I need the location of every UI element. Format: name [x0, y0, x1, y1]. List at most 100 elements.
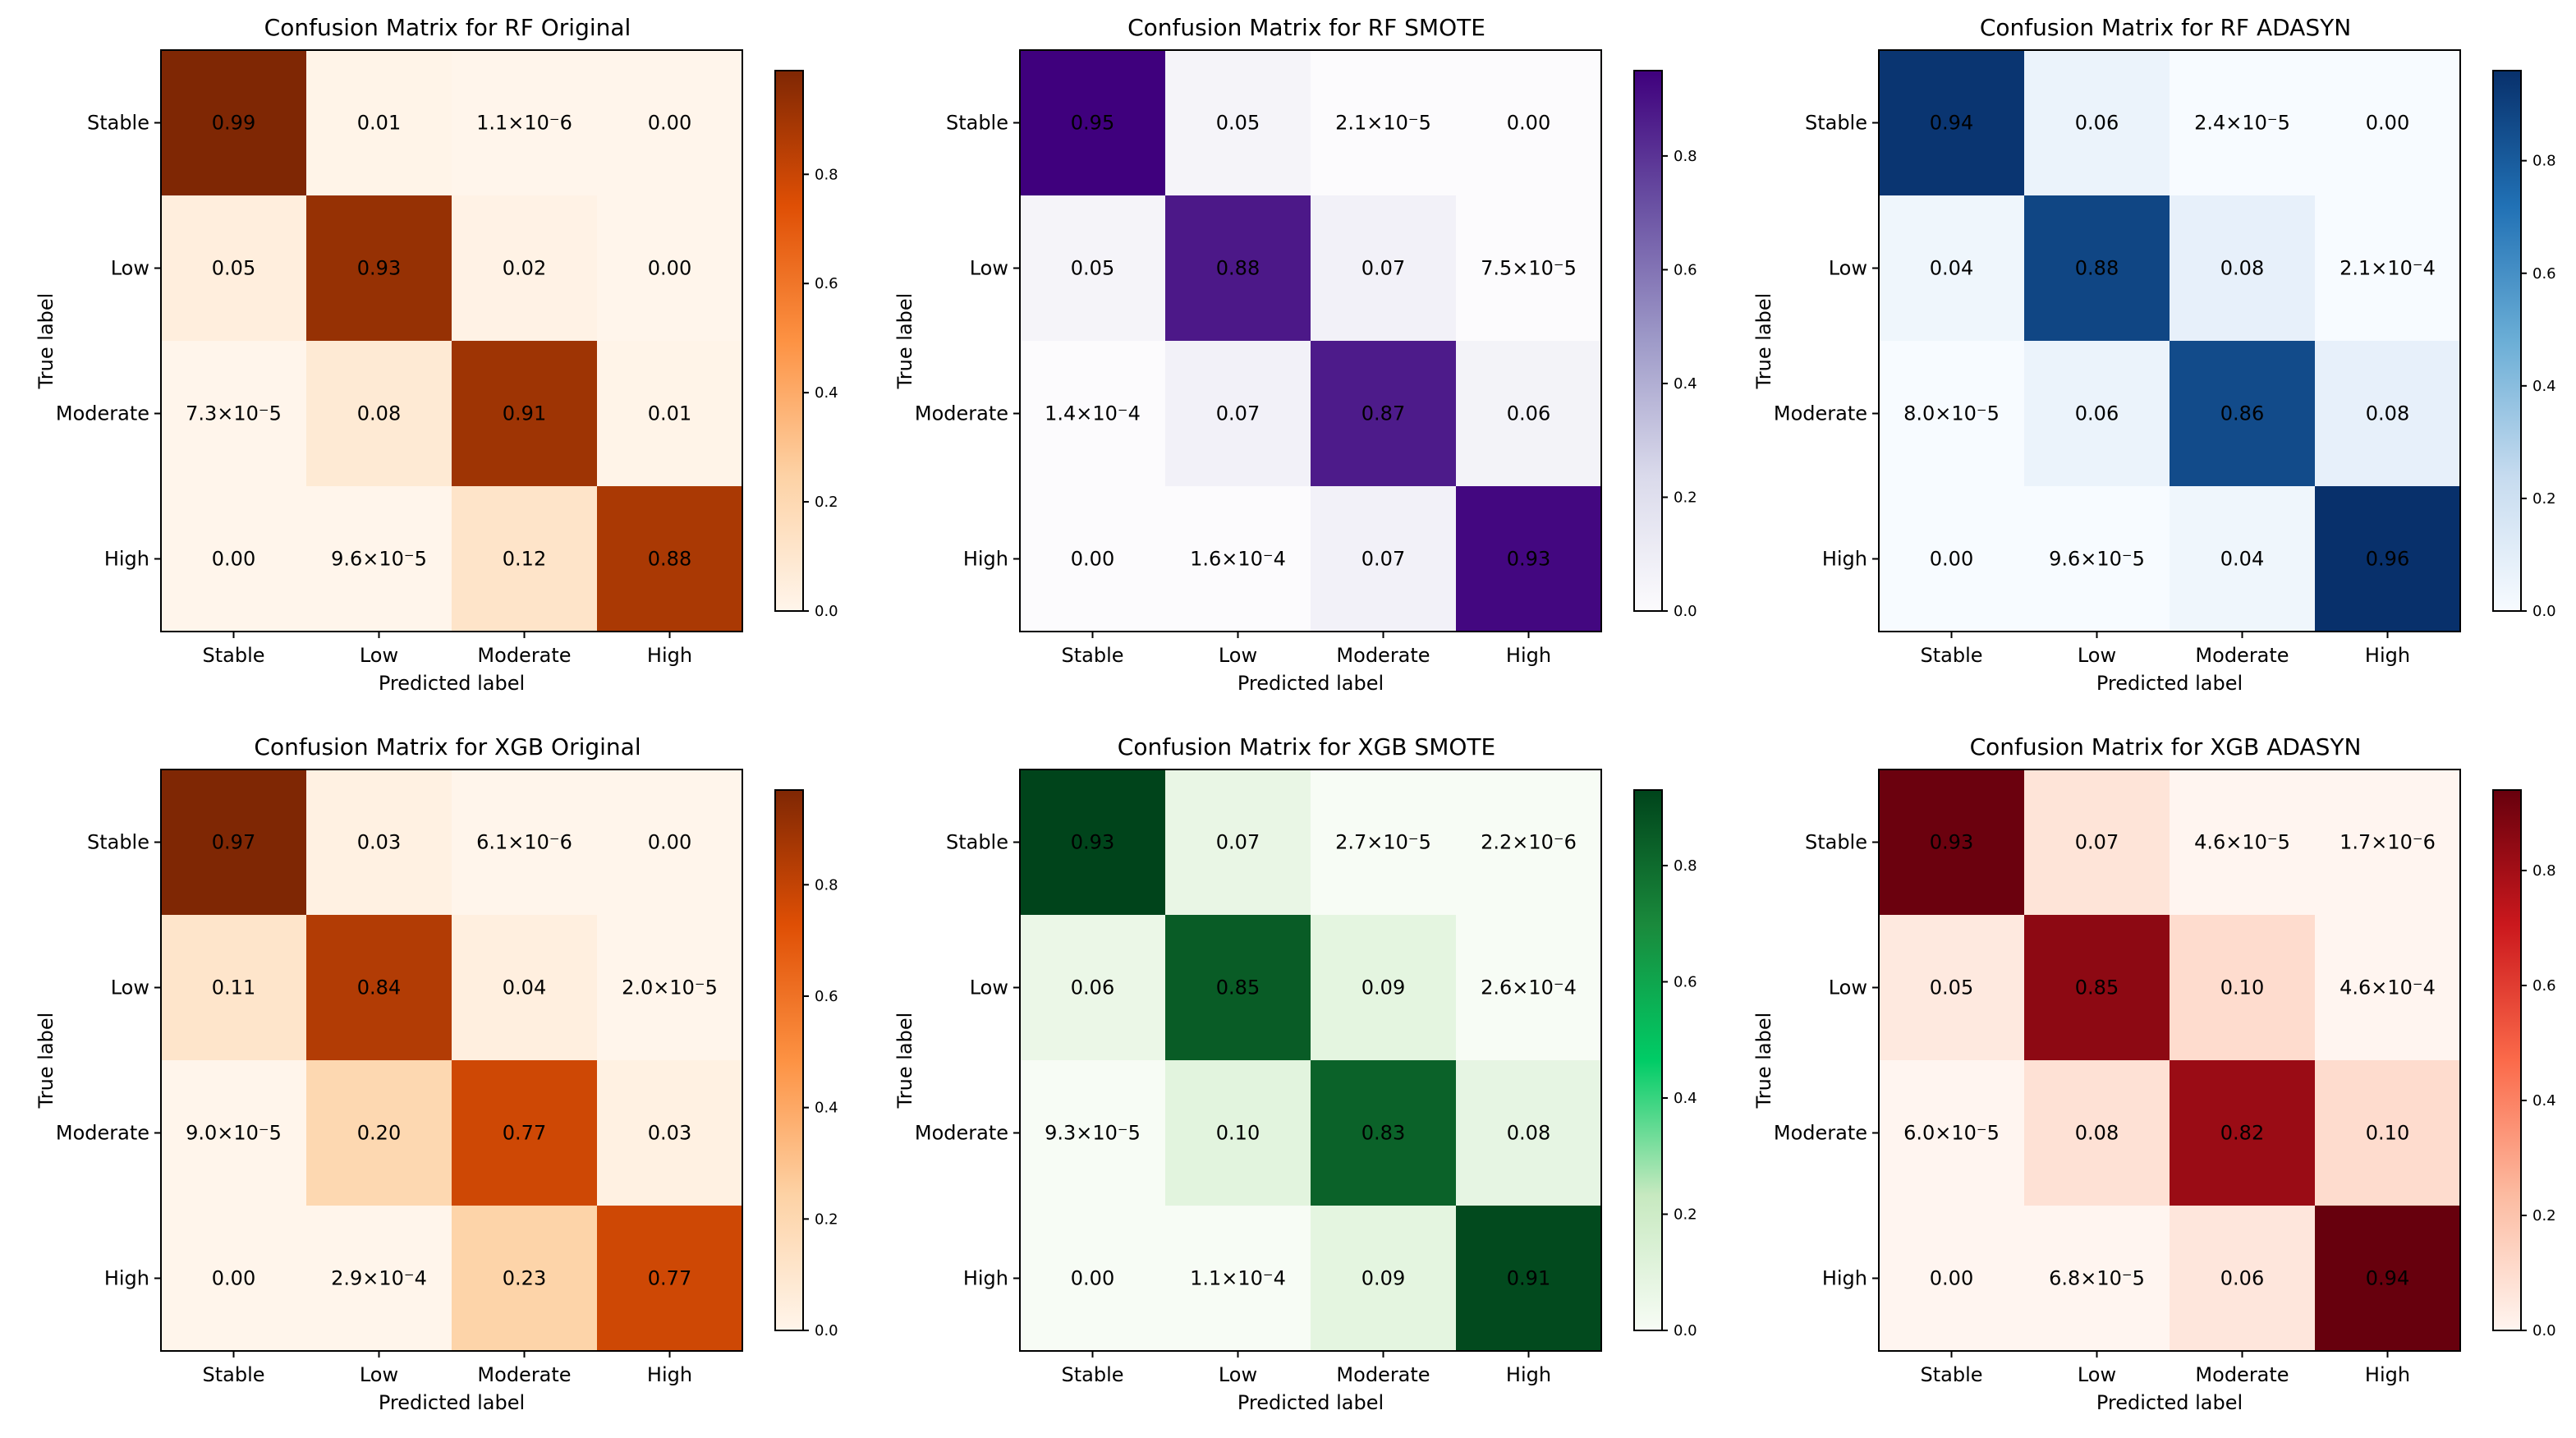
cell-value-label: 0.23: [503, 1267, 546, 1290]
heatmap-cell: [2024, 195, 2170, 341]
cell-value-label: 6.8×10⁻5: [2049, 1267, 2145, 1290]
colorbar-tick-label: 0.4: [1674, 1090, 1697, 1107]
heatmap-cell: [1879, 770, 2024, 915]
colorbar-tick-label: 0.6: [1674, 261, 1697, 278]
x-axis-label: Predicted label: [1237, 672, 1384, 695]
cell-value-label: 0.07: [1216, 831, 1260, 854]
colorbar-tick-label: 0.8: [2532, 862, 2556, 880]
heatmap-cell: [2170, 486, 2315, 632]
colorbar-tick-label: 0.4: [815, 384, 838, 402]
colorbar-tick-label: 0.8: [815, 166, 838, 183]
panel-rf-original: Confusion Matrix for RF Original 0.99 0.0…: [33, 11, 862, 718]
heatmap-cell: [1879, 1060, 2024, 1206]
heatmap-cell: [1020, 915, 1165, 1060]
y-tick-label: Stable: [87, 112, 149, 135]
cell-value-label: 1.6×10⁻4: [1190, 548, 1286, 571]
cell-value-label: 0.06: [2075, 112, 2119, 135]
colorbar-tick-label: 0.0: [1674, 1322, 1697, 1339]
heatmap-cell: [2315, 1060, 2460, 1206]
heatmap-cell: [2315, 195, 2460, 341]
cell-value-label: 2.9×10⁻4: [331, 1267, 427, 1290]
cell-value-label: 9.3×10⁻5: [1045, 1122, 1141, 1145]
plot-frame: [1878, 49, 2461, 632]
colorbar-tick-label: 0.0: [1674, 603, 1697, 620]
x-axis-label: Predicted label: [379, 672, 525, 695]
heatmap-cell: [1456, 770, 1601, 915]
cell-value-label: 0.08: [357, 402, 401, 425]
cell-value-label: 0.07: [1361, 257, 1405, 280]
x-axis-label: Predicted label: [2096, 672, 2243, 695]
cell-value-label: 0.00: [212, 548, 255, 571]
colorbar-tick-label: 0.8: [815, 876, 838, 894]
chart-title: Confusion Matrix for RF ADASYN: [1979, 14, 2352, 41]
cell-value-label: 0.84: [357, 976, 401, 999]
cell-value-label: 0.00: [648, 112, 691, 135]
cell-value-label: 1.1×10⁻6: [476, 112, 572, 135]
heatmap-cell: [2024, 770, 2170, 915]
heatmap-cell: [1165, 1060, 1311, 1206]
heatmap-cell: [2170, 770, 2315, 915]
y-tick-label: High: [963, 1267, 1008, 1290]
cell-value-label: 7.3×10⁻5: [186, 402, 282, 425]
heatmap-cell: [452, 486, 597, 632]
heatmap-cell: [1020, 50, 1165, 195]
cell-value-label: 0.93: [1071, 831, 1114, 854]
cell-value-label: 0.95: [1071, 112, 1114, 135]
chart-title: Confusion Matrix for XGB SMOTE: [1117, 733, 1496, 760]
colorbar-tick-label: 0.6: [2532, 265, 2556, 283]
x-tick-label: Stable: [1920, 1363, 1982, 1386]
x-tick-label: Low: [360, 644, 398, 667]
y-tick-label: Low: [111, 257, 149, 280]
heatmap-cell: [2170, 915, 2315, 1060]
heatmap-cell: [306, 1206, 452, 1351]
chart-title: Confusion Matrix for XGB ADASYN: [1969, 733, 2362, 760]
heatmap-cell: [2024, 1060, 2170, 1206]
heatmap-cell: [1456, 1206, 1601, 1351]
cell-value-label: 2.2×10⁻6: [1481, 831, 1577, 854]
heatmap-cell: [2315, 915, 2460, 1060]
colorbar: [2492, 789, 2522, 1331]
heatmap-cell: [306, 195, 452, 341]
cell-value-label: 0.07: [1216, 402, 1260, 425]
heatmap-cell: [1456, 486, 1601, 632]
panel-xgb-adasyn: Confusion Matrix for XGB ADASYN 0.93 0.07…: [1751, 731, 2576, 1437]
cell-value-label: 0.06: [2075, 402, 2119, 425]
cell-value-label: 0.93: [1507, 548, 1550, 571]
x-tick-label: Low: [360, 1363, 398, 1386]
heatmap-cell: [2170, 195, 2315, 341]
heatmap-cell: [1879, 486, 2024, 632]
heatmap-cell: [2024, 341, 2170, 486]
cell-value-label: 0.94: [2366, 1267, 2409, 1290]
cell-value-label: 0.00: [648, 831, 691, 854]
panel-xgb-smote: Confusion Matrix for XGB SMOTE 0.93 0.07 2…: [892, 731, 1721, 1437]
cell-value-label: 0.99: [212, 112, 255, 135]
colorbar: [2492, 70, 2522, 612]
heatmap-cell: [161, 915, 306, 1060]
heatmap-xgb-smote: 0.93 0.07 2.7×10⁻5 2.2×10⁻6 0.06 0.85 0.09 2.6×…: [893, 769, 1697, 1414]
cell-value-label: 0.05: [1216, 112, 1260, 135]
panel-rf-smote: Confusion Matrix for RF SMOTE 0.95 0.05 2.…: [892, 11, 1721, 718]
y-tick-label: Moderate: [915, 1122, 1008, 1145]
y-tick-label: Moderate: [1774, 402, 1867, 425]
y-tick-label: Low: [111, 976, 149, 999]
cell-value-label: 0.88: [2075, 257, 2119, 280]
heatmap-cell: [1456, 195, 1601, 341]
heatmap-cell: [161, 1060, 306, 1206]
cell-value-label: 0.06: [1507, 402, 1550, 425]
heatmap-cell: [1311, 1206, 1456, 1351]
heatmap-cell: [161, 486, 306, 632]
colorbar-tick-label: 0.4: [2532, 378, 2556, 395]
heatmap-cell: [2024, 1206, 2170, 1351]
x-axis-label: Predicted label: [1237, 1391, 1384, 1414]
x-tick-label: High: [1506, 644, 1551, 667]
heatmap-cell: [1165, 195, 1311, 341]
cell-value-label: 2.4×10⁻5: [2194, 112, 2290, 135]
cell-value-label: 0.88: [1216, 257, 1260, 280]
cell-value-label: 2.0×10⁻5: [622, 976, 718, 999]
heatmap-cell: [452, 1060, 597, 1206]
cell-value-label: 0.93: [1930, 831, 1973, 854]
heatmap-cell: [1020, 1060, 1165, 1206]
y-tick-label: Moderate: [1774, 1122, 1867, 1145]
heatmap-cell: [597, 770, 742, 915]
heatmap-cell: [1879, 50, 2024, 195]
